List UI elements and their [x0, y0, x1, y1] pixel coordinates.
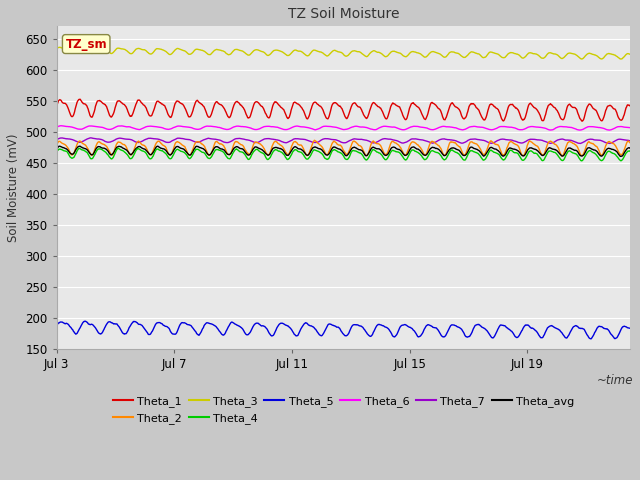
Theta_7 — [76, 139, 83, 145]
Theta_3 — [180, 48, 188, 54]
Theta_1 — [445, 105, 453, 110]
Theta_6 — [167, 126, 175, 132]
Theta_avg — [616, 154, 624, 159]
Line: Theta_5: Theta_5 — [57, 321, 630, 339]
Theta_1 — [53, 103, 61, 108]
Theta_3 — [321, 52, 329, 58]
Theta_1 — [180, 103, 188, 108]
Theta_3 — [151, 48, 159, 53]
Theta_5 — [587, 336, 595, 342]
Theta_3 — [53, 46, 61, 52]
Theta_4 — [167, 156, 175, 161]
Y-axis label: Soil Moisture (mV): Soil Moisture (mV) — [7, 133, 20, 242]
Theta_7 — [180, 136, 188, 142]
Text: ~time: ~time — [596, 374, 633, 387]
Theta_2 — [321, 149, 329, 155]
Line: Theta_1: Theta_1 — [57, 99, 630, 121]
Line: Theta_2: Theta_2 — [57, 140, 630, 156]
Theta_4 — [53, 149, 61, 155]
Theta_2 — [76, 138, 83, 144]
Theta_1 — [76, 96, 84, 102]
Line: Theta_7: Theta_7 — [57, 138, 630, 144]
Line: Theta_6: Theta_6 — [57, 126, 630, 130]
Theta_7 — [86, 135, 94, 141]
Theta_2 — [310, 137, 318, 143]
Theta_6 — [57, 123, 65, 129]
Theta_1 — [321, 112, 329, 118]
Theta_5 — [151, 323, 159, 328]
Theta_avg — [180, 146, 188, 152]
Theta_7 — [321, 136, 329, 142]
Theta_4 — [321, 155, 329, 161]
Theta_avg — [445, 147, 453, 153]
Theta_1 — [627, 103, 634, 109]
Theta_5 — [445, 325, 453, 331]
Theta_7 — [627, 138, 634, 144]
Theta_6 — [180, 124, 188, 130]
Theta_avg — [167, 152, 175, 157]
Theta_5 — [76, 326, 83, 332]
Text: TZ_sm: TZ_sm — [65, 37, 107, 50]
Theta_6 — [627, 125, 634, 131]
Theta_5 — [321, 328, 329, 334]
Theta_1 — [579, 118, 586, 124]
Theta_4 — [76, 145, 83, 151]
Theta_7 — [576, 141, 584, 146]
Theta_avg — [53, 146, 61, 152]
Theta_3 — [56, 44, 63, 50]
Theta_2 — [627, 140, 634, 146]
Theta_3 — [76, 45, 84, 51]
Theta_3 — [617, 56, 625, 62]
Theta_7 — [167, 139, 175, 144]
Title: TZ Soil Moisture: TZ Soil Moisture — [288, 7, 399, 21]
Line: Theta_3: Theta_3 — [57, 47, 630, 59]
Theta_5 — [180, 320, 188, 325]
Theta_5 — [627, 325, 634, 331]
Theta_1 — [167, 115, 175, 120]
Theta_4 — [115, 145, 122, 151]
Theta_2 — [557, 153, 565, 159]
Theta_avg — [56, 143, 64, 149]
Theta_2 — [150, 144, 158, 150]
Theta_3 — [445, 50, 453, 56]
Theta_avg — [627, 145, 634, 151]
Legend: Theta_1, Theta_2, Theta_3, Theta_4, Theta_5, Theta_6, Theta_7, Theta_avg: Theta_1, Theta_2, Theta_3, Theta_4, Thet… — [113, 396, 575, 424]
Theta_7 — [53, 137, 61, 143]
Theta_1 — [151, 104, 159, 109]
Theta_7 — [445, 137, 453, 143]
Theta_6 — [321, 123, 329, 129]
Theta_6 — [53, 124, 61, 130]
Theta_4 — [151, 149, 159, 155]
Theta_4 — [445, 150, 453, 156]
Theta_5 — [81, 318, 89, 324]
Theta_avg — [151, 146, 159, 152]
Theta_4 — [577, 158, 585, 164]
Theta_2 — [445, 141, 453, 147]
Theta_6 — [76, 126, 84, 132]
Theta_avg — [321, 151, 329, 157]
Theta_2 — [53, 142, 61, 148]
Theta_5 — [53, 323, 61, 328]
Theta_6 — [445, 124, 453, 130]
Theta_3 — [627, 51, 634, 57]
Theta_6 — [151, 124, 159, 130]
Theta_3 — [167, 51, 175, 57]
Theta_6 — [575, 127, 583, 133]
Theta_5 — [167, 329, 175, 335]
Theta_4 — [180, 149, 188, 155]
Theta_1 — [76, 96, 83, 102]
Theta_2 — [166, 152, 174, 157]
Theta_4 — [627, 148, 634, 154]
Theta_2 — [179, 143, 187, 148]
Line: Theta_4: Theta_4 — [57, 148, 630, 161]
Line: Theta_avg: Theta_avg — [57, 146, 630, 156]
Theta_7 — [151, 136, 159, 142]
Theta_avg — [76, 144, 84, 149]
